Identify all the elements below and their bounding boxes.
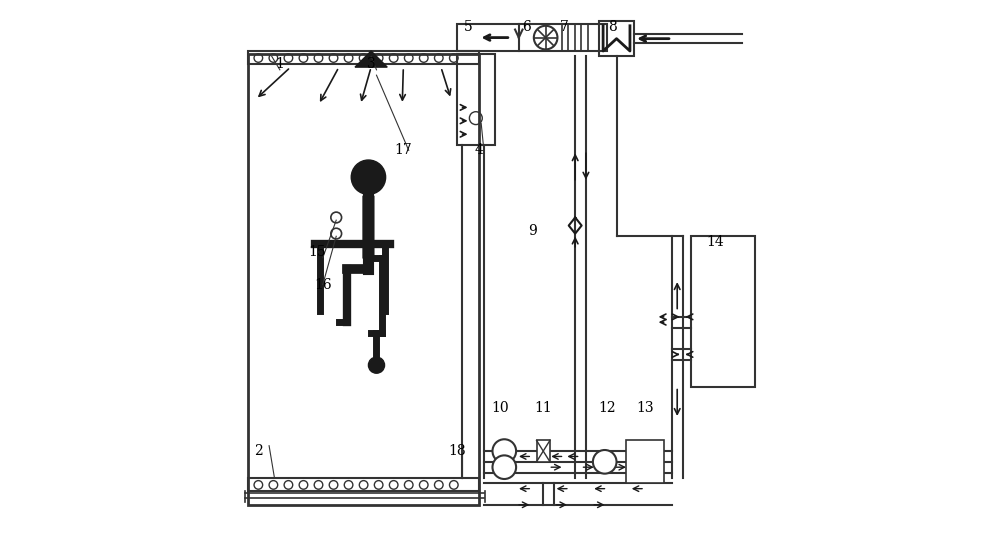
Text: 7: 7 <box>560 20 569 34</box>
Text: 18: 18 <box>448 444 466 458</box>
Text: 14: 14 <box>706 235 724 249</box>
Text: 1: 1 <box>275 57 284 71</box>
Text: 12: 12 <box>599 401 616 415</box>
Circle shape <box>492 439 516 463</box>
Circle shape <box>368 357 385 373</box>
Bar <box>457 24 607 51</box>
Text: 13: 13 <box>636 401 654 415</box>
Text: 4: 4 <box>474 143 483 157</box>
Bar <box>457 54 495 145</box>
Text: 8: 8 <box>608 20 617 34</box>
Text: 16: 16 <box>314 278 332 292</box>
Bar <box>599 21 634 56</box>
Bar <box>537 440 550 462</box>
Bar <box>691 236 755 387</box>
Circle shape <box>351 160 386 194</box>
Text: 15: 15 <box>309 245 326 259</box>
Circle shape <box>593 450 617 474</box>
Polygon shape <box>355 51 387 67</box>
Text: 10: 10 <box>491 401 509 415</box>
Polygon shape <box>363 196 374 268</box>
Circle shape <box>492 455 516 479</box>
Text: 9: 9 <box>528 224 537 238</box>
Text: 2: 2 <box>254 444 263 458</box>
Bar <box>248 478 479 491</box>
Text: 5: 5 <box>463 20 472 34</box>
Bar <box>626 440 664 483</box>
Bar <box>248 54 479 505</box>
Bar <box>248 51 479 64</box>
Text: 11: 11 <box>534 401 552 415</box>
Text: 3: 3 <box>367 57 375 71</box>
Text: 17: 17 <box>394 143 412 157</box>
Text: 6: 6 <box>522 20 531 34</box>
